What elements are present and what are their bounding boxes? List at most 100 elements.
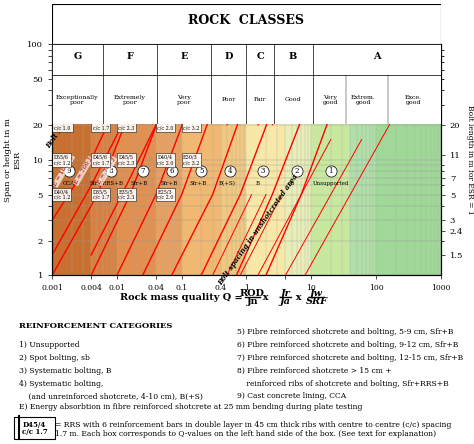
Text: E30/3
c/c 3.2: E30/3 c/c 3.2	[183, 155, 200, 165]
Text: 9) Cast concrete lining, CCA: 9) Cast concrete lining, CCA	[237, 392, 346, 400]
Text: 7: 7	[140, 167, 145, 175]
Text: F: F	[127, 52, 133, 61]
Text: B: B	[289, 52, 297, 61]
Text: Exce.
good: Exce. good	[405, 95, 422, 105]
Text: D55/6
c/c 1.2: D55/6 c/c 1.2	[54, 155, 70, 165]
Text: 2: 2	[295, 167, 299, 175]
Bar	[246, 44, 285, 275]
Text: sb: sb	[289, 182, 295, 186]
Text: E35/5
c/c 2.3: E35/5 c/c 2.3	[118, 189, 135, 200]
Text: Good: Good	[285, 97, 301, 103]
Text: ROD: ROD	[240, 289, 265, 298]
Text: Sfr+RRS+B: Sfr+RRS+B	[90, 182, 124, 186]
Text: 4: 4	[228, 167, 232, 175]
Text: 8) Fibre reinforced shotcrete > 15 cm +: 8) Fibre reinforced shotcrete > 15 cm +	[237, 367, 392, 375]
Text: Sfr+B: Sfr+B	[130, 182, 148, 186]
Text: 2) Spot bolting, sb: 2) Spot bolting, sb	[18, 354, 90, 362]
FancyBboxPatch shape	[52, 4, 441, 44]
Text: Rock mass quality Q =: Rock mass quality Q =	[120, 293, 246, 302]
Text: Jn: Jn	[246, 297, 258, 306]
Text: REINFORCEMENT CATEGORIES: REINFORCEMENT CATEGORIES	[18, 321, 172, 330]
FancyBboxPatch shape	[14, 417, 55, 439]
Text: 1: 1	[328, 167, 333, 175]
Text: SRF: SRF	[305, 297, 328, 306]
Text: 4) Systematic bolting,: 4) Systematic bolting,	[18, 380, 103, 388]
Bar	[350, 44, 376, 275]
Text: = RRS with 6 reinforcement bars in double layer in 45 cm thick ribs with centre : = RRS with 6 reinforcement bars in doubl…	[55, 421, 451, 429]
Text: CCA: CCA	[63, 182, 75, 186]
Text: Extremely
poor: Extremely poor	[114, 95, 146, 105]
Text: 6) Fibre reinforced shotcrete and bolting, 9-12 cm, Sfr+B: 6) Fibre reinforced shotcrete and boltin…	[237, 341, 458, 349]
Bar	[182, 44, 221, 275]
Bar	[221, 44, 246, 275]
Text: Extrem.
good: Extrem. good	[351, 95, 375, 105]
Bar	[376, 44, 441, 275]
Text: 1.3 m: 1.3 m	[130, 101, 148, 106]
Text: 9: 9	[66, 167, 71, 175]
Text: D70/8
c/c 1.7: D70/8 c/c 1.7	[92, 120, 109, 131]
FancyBboxPatch shape	[52, 44, 441, 75]
Bar	[311, 44, 350, 275]
Text: D45/6
c/c 1.7: D45/6 c/c 1.7	[92, 155, 109, 165]
Text: Jr: Jr	[281, 289, 290, 298]
Y-axis label: Span or height in m
ESR: Span or height in m ESR	[4, 118, 22, 202]
Text: G: G	[73, 52, 82, 61]
Text: 3: 3	[261, 167, 265, 175]
Text: Very
good: Very good	[322, 95, 338, 105]
Text: 1) Unsupported: 1) Unsupported	[18, 341, 79, 349]
Text: 5) Fibre reinforced shotcrete and bolting, 5-9 cm, Sfr+B: 5) Fibre reinforced shotcrete and boltin…	[237, 328, 454, 336]
Text: E) Energy absorbtion in fibre reinforced shotcrete at 25 mm bending during plate: E) Energy absorbtion in fibre reinforced…	[18, 403, 362, 411]
Text: C: C	[256, 52, 264, 61]
Text: Exceptionally
poor: Exceptionally poor	[56, 95, 99, 105]
Text: E25/3
c/c 2.0: E25/3 c/c 2.0	[157, 189, 174, 200]
Text: B(+S): B(+S)	[219, 182, 236, 186]
Text: E: E	[181, 52, 188, 61]
Text: Bolt spacing in unshotcreted area: Bolt spacing in unshotcreted area	[216, 172, 300, 286]
Text: 2.5 m: 2.5 m	[268, 101, 286, 106]
Text: Fair: Fair	[254, 97, 266, 103]
Text: E = 1000 J: E = 1000 J	[53, 155, 74, 187]
Text: D55/6
c/c 2.0: D55/6 c/c 2.0	[157, 120, 174, 131]
Text: (and unreinforced shotcrete, 4-10 cm), B(+S): (and unreinforced shotcrete, 4-10 cm), B…	[18, 392, 202, 400]
Text: x: x	[289, 293, 309, 302]
Text: Unsupported: Unsupported	[312, 182, 349, 186]
Y-axis label: Bolt length in m for ESR = 1: Bolt length in m for ESR = 1	[466, 105, 474, 215]
Text: D70/10
c/c 1.0: D70/10 c/c 1.0	[54, 120, 72, 131]
Bar	[52, 44, 91, 275]
Bar	[156, 44, 182, 275]
Text: Jw: Jw	[310, 289, 323, 298]
Bar	[285, 44, 311, 275]
Text: E = 700 J: E = 700 J	[97, 157, 117, 186]
Text: 6: 6	[169, 167, 174, 175]
Text: 5: 5	[199, 167, 203, 175]
Bar	[117, 44, 156, 275]
Text: 1.7 m: 1.7 m	[180, 101, 198, 106]
Text: D35/5
c/c 1.7: D35/5 c/c 1.7	[92, 189, 109, 200]
Text: c/c 1.7: c/c 1.7	[22, 428, 47, 436]
Text: D40/4
c/c 1.2: D40/4 c/c 1.2	[54, 189, 70, 200]
Text: Sfr+B: Sfr+B	[190, 182, 207, 186]
Text: 1.0 m: 1.0 m	[102, 101, 119, 106]
Text: Poor: Poor	[222, 97, 236, 103]
Text: E30/3
c/c 3.2: E30/3 c/c 3.2	[183, 120, 200, 131]
Text: ROCK  CLASSES: ROCK CLASSES	[189, 14, 304, 27]
Text: 2.1 m: 2.1 m	[223, 101, 241, 106]
Text: D45/4: D45/4	[23, 420, 46, 429]
Text: D: D	[225, 52, 233, 61]
Text: E = 700 J: E = 700 J	[73, 157, 93, 186]
Text: x: x	[256, 293, 275, 302]
Text: D55/8
c/c 2.3: D55/8 c/c 2.3	[118, 120, 135, 131]
Text: A: A	[373, 52, 381, 61]
Bar	[91, 44, 117, 275]
Text: 1.5 m: 1.5 m	[153, 101, 171, 106]
Text: B: B	[256, 182, 260, 186]
Text: D40/4
c/c 2.0: D40/4 c/c 2.0	[157, 155, 174, 165]
Text: 2.3 m: 2.3 m	[254, 101, 272, 106]
Text: 8: 8	[109, 167, 113, 175]
Text: Sfr+B: Sfr+B	[161, 182, 178, 186]
Text: 7) Fibre reinforced shotcrete and bolting, 12-15 cm, Sfr+B: 7) Fibre reinforced shotcrete and boltin…	[237, 354, 463, 362]
FancyBboxPatch shape	[52, 75, 441, 124]
Text: D45/5
c/c 2.3: D45/5 c/c 2.3	[118, 155, 135, 165]
Text: 1.7 m. Each box corresponds to Q-values on the left hand side of the box. (See t: 1.7 m. Each box corresponds to Q-values …	[55, 430, 436, 438]
Text: 3) Systematic bolting, B: 3) Systematic bolting, B	[18, 367, 111, 375]
